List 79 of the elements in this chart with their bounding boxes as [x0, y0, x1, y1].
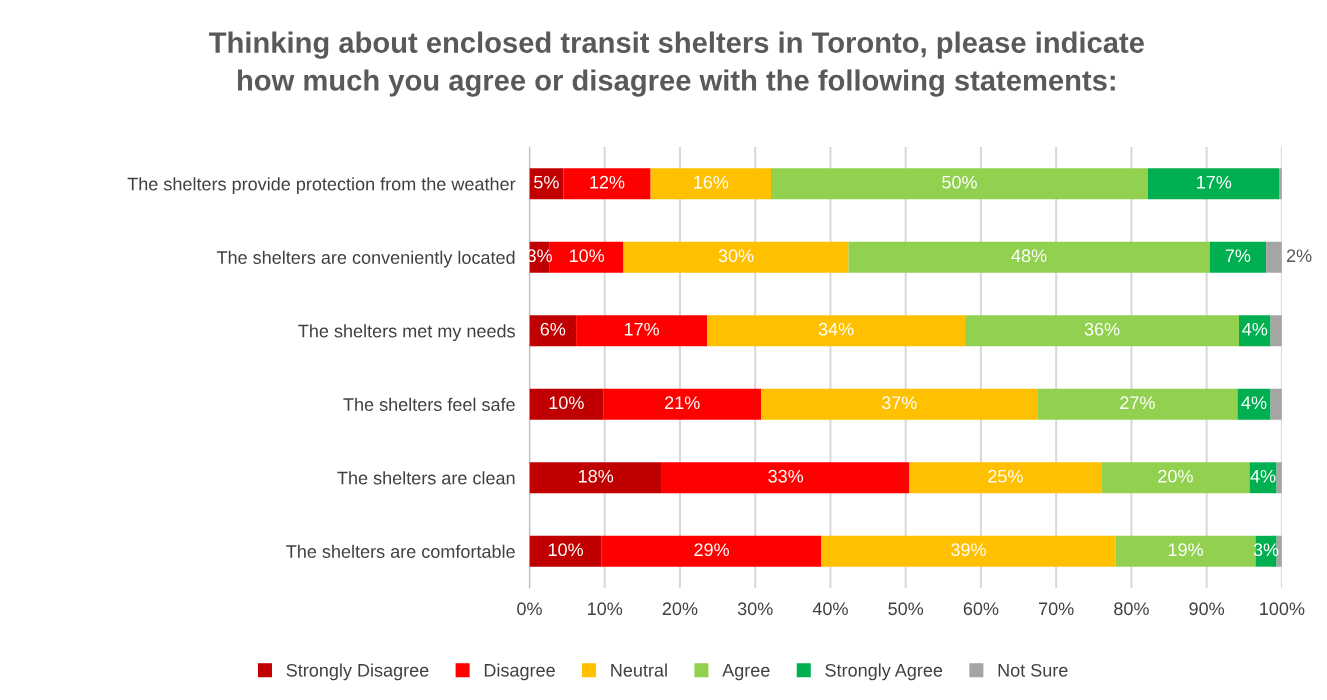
- x-tick-label: 70%: [1039, 602, 1074, 616]
- data-label: 12%: [590, 175, 625, 189]
- bar: [1209, 241, 1267, 273]
- legend-label: Strongly Disagree: [286, 663, 429, 681]
- bar: [623, 241, 849, 273]
- bar: [771, 168, 1148, 200]
- data-label: 6%: [540, 322, 566, 336]
- x-tick-label: 90%: [1189, 602, 1225, 616]
- data-label: 17%: [1197, 175, 1232, 189]
- bar: [529, 388, 604, 420]
- data-label: 7%: [1225, 249, 1251, 263]
- y-tick-label: The shelters met my needs: [298, 324, 515, 342]
- y-tick-label: The shelters are conveniently located: [216, 250, 515, 268]
- data-label: 21%: [665, 396, 700, 410]
- data-label: 20%: [1158, 469, 1193, 483]
- bar: [1101, 462, 1250, 494]
- y-tick-label: The shelters feel safe: [343, 397, 515, 411]
- bar: [529, 462, 662, 494]
- x-tick-label: 10%: [588, 602, 623, 616]
- data-label: 33%: [768, 469, 804, 483]
- data-label: 4%: [1241, 396, 1267, 410]
- bar: [1266, 241, 1282, 273]
- data-label: 2%: [1286, 249, 1312, 263]
- data-label: 19%: [1168, 543, 1203, 557]
- x-tick-label: 80%: [1114, 602, 1149, 616]
- data-label: 39%: [951, 543, 986, 557]
- data-label: 34%: [818, 322, 854, 336]
- chart-title: Thinking about enclosed transit shelters in Toronto, please indicate how much you agree or disagree with the following statements:: [209, 31, 1144, 97]
- bar: [661, 462, 910, 494]
- data-label: 18%: [578, 469, 614, 483]
- bar: [821, 535, 1116, 567]
- x-tick-label: 50%: [888, 602, 924, 616]
- bar: [529, 535, 602, 567]
- data-label: 25%: [988, 469, 1023, 483]
- data-label: 16%: [694, 175, 729, 189]
- data-label: 5%: [534, 175, 559, 189]
- bar: [1237, 388, 1271, 420]
- bar: [576, 315, 708, 347]
- data-label: 10%: [569, 249, 605, 263]
- bar: [1115, 535, 1256, 567]
- bar: [650, 168, 771, 200]
- y-tick-label: The shelters are clean: [337, 471, 515, 485]
- legend-label: Agree: [722, 664, 770, 681]
- legend-label: Not Sure: [998, 663, 1068, 677]
- data-label: 36%: [1084, 322, 1120, 336]
- bar: [761, 388, 1038, 420]
- bar: [1238, 315, 1271, 347]
- bar: [529, 315, 577, 347]
- bar: [563, 168, 651, 200]
- data-label: 48%: [1011, 249, 1047, 263]
- x-tick-label: 100%: [1260, 602, 1305, 616]
- data-label: 10%: [549, 396, 584, 410]
- data-label: 27%: [1120, 396, 1155, 410]
- legend-label: Strongly Agree: [825, 663, 943, 681]
- bar: [707, 315, 966, 347]
- x-tick-label: 40%: [812, 602, 848, 616]
- bar: [1037, 388, 1238, 420]
- legend-label: Disagree: [484, 663, 555, 681]
- data-label: 29%: [694, 543, 729, 557]
- bar: [848, 241, 1210, 273]
- legend-label: Neutral: [611, 663, 667, 677]
- data-label: 50%: [942, 175, 977, 189]
- data-label: 17%: [624, 322, 660, 336]
- x-tick-label: 20%: [662, 602, 698, 616]
- x-tick-label: 60%: [963, 602, 999, 616]
- bar: [909, 462, 1102, 494]
- bar: [601, 535, 822, 567]
- x-tick-label: 0%: [517, 602, 542, 616]
- y-tick-label: The shelters are comfortable: [286, 544, 515, 558]
- x-tick-label: 30%: [737, 602, 773, 616]
- data-label: 37%: [881, 396, 917, 410]
- data-label: 4%: [1250, 469, 1276, 483]
- bar: [1147, 168, 1280, 200]
- data-label: 30%: [718, 249, 754, 263]
- y-tick-label: The shelters provide protection from the weather: [127, 177, 516, 195]
- data-label: 4%: [1242, 322, 1268, 336]
- data-label: 10%: [548, 543, 584, 557]
- bar: [603, 388, 762, 420]
- bar: [965, 315, 1239, 347]
